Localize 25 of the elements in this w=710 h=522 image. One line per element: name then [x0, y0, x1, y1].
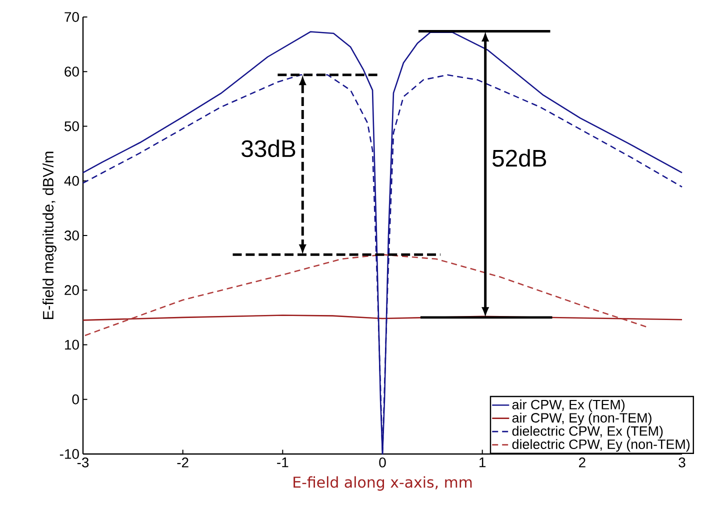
line-series [84, 254, 647, 336]
legend-label: dielectric CPW, Ey (non-TEM) [512, 439, 690, 452]
x-tick-label: 3 [678, 458, 686, 468]
y-tick-label: -10 [60, 449, 79, 459]
y-tick-label: 0 [72, 394, 79, 404]
y-tick-label: 40 [64, 176, 79, 186]
x-tick-label: -2 [177, 458, 188, 468]
y-tick-label: 60 [64, 66, 79, 77]
x-tick-label: 1 [480, 458, 486, 468]
x-tick-label: -3 [77, 458, 89, 468]
y-tick-label: 50 [64, 121, 79, 132]
y-tick-label: 20 [64, 285, 79, 296]
annotation: 33dB [242, 140, 296, 158]
legend-label: air CPW, Ex (TEM) [512, 399, 625, 412]
legend-label: dielectric CPW, Ex (TEM) [512, 426, 663, 438]
y-axis-title: E-field magnitude, dBV/m [42, 152, 56, 320]
y-tick-label: 70 [64, 12, 79, 22]
x-tick-label: 0 [379, 458, 386, 468]
x-tick-label: -1 [277, 458, 288, 468]
y-tick-label: 30 [64, 230, 79, 240]
x-tick-label: 2 [579, 458, 586, 468]
annotation: 52dB [492, 149, 546, 167]
legend-label: air CPW, Ey (non-TEM) [512, 412, 652, 426]
x-axis-title: E-field along x-axis, mm [294, 476, 472, 491]
y-tick-label: 10 [65, 340, 79, 350]
